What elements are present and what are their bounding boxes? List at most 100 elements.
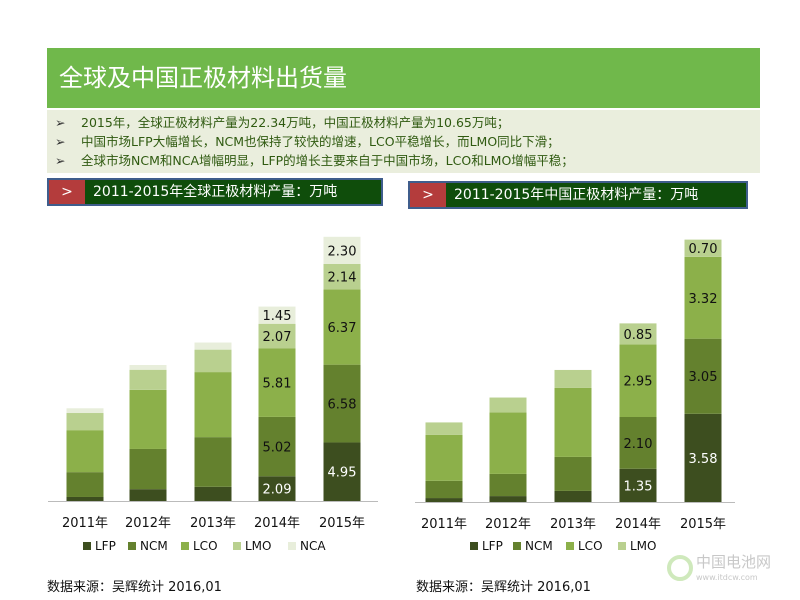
data-label: 2.07 xyxy=(263,330,292,345)
bar-lco-2015年 xyxy=(323,289,361,365)
x-tick-label: 2015年 xyxy=(680,517,726,532)
x-tick-label: 2011年 xyxy=(421,517,467,532)
x-tick-label: 2012年 xyxy=(485,517,531,532)
bar-lfp-2013年 xyxy=(194,486,232,501)
legend-swatch-ncm xyxy=(513,542,521,550)
bar-ncm-2013年 xyxy=(554,456,592,491)
bar-lfp-2013年 xyxy=(554,490,592,502)
global-chart-title: 2011-2015年全球正极材料产量：万吨 xyxy=(93,184,338,200)
data-label: 2.10 xyxy=(624,437,653,452)
bar-lco-2014年 xyxy=(258,348,296,417)
legend-swatch-lmo xyxy=(618,542,626,550)
bar-lco-2013年 xyxy=(554,387,592,457)
data-label: 1.45 xyxy=(263,309,292,324)
bar-lco-2014年 xyxy=(619,344,657,418)
bar-ncm-2012年 xyxy=(129,448,167,490)
data-label: 1.35 xyxy=(624,479,653,494)
bar-lmo-2014年 xyxy=(619,323,657,345)
bar-lmo-2013年 xyxy=(194,349,232,373)
arrow-bullet-icon: ➢ xyxy=(55,134,66,149)
bar-lmo-2011年 xyxy=(425,422,463,435)
summary-bullets: ➢ 2015年，全球正极材料产量为22.34万吨，中国正极材料产量为10.65万吨… xyxy=(47,110,760,173)
arrow-bullet-icon: ➢ xyxy=(55,153,66,168)
bar-lfp-2011年 xyxy=(66,496,104,501)
x-tick-label: 2011年 xyxy=(62,516,108,531)
bar-lfp-2014年 xyxy=(619,468,657,502)
bar-lco-2011年 xyxy=(425,434,463,481)
data-label: 6.37 xyxy=(328,321,357,336)
legend-swatch-lfp xyxy=(470,542,478,550)
bar-lmo-2012年 xyxy=(129,369,167,390)
bullet-item: ➢ 全球市场NCM和NCA增幅明显，LFP的增长主要来自于中国市场，LCO和LMO… xyxy=(55,151,760,170)
bar-lco-2012年 xyxy=(489,412,527,474)
bar-ncm-2015年 xyxy=(323,364,361,443)
data-label: 2.30 xyxy=(328,244,357,259)
legend-label-lmo: LMO xyxy=(245,539,271,553)
data-label: 3.05 xyxy=(689,370,718,385)
arrow-bullet-icon: ➢ xyxy=(55,115,66,130)
bullet-text: 中国市场LFP大幅增长，NCM也保持了较快的增速，LCO平稳增长，而LMO同比下… xyxy=(81,134,560,149)
legend-swatch-nca xyxy=(288,542,296,550)
bar-nca-2011年 xyxy=(66,408,104,414)
bar-lmo-2013年 xyxy=(554,369,592,388)
bar-lfp-2015年 xyxy=(684,413,722,502)
bar-ncm-2014年 xyxy=(258,416,296,477)
bar-lfp-2012年 xyxy=(489,496,527,502)
bullet-text: 全球市场NCM和NCA增幅明显，LFP的增长主要来自于中国市场，LCO和LMO增… xyxy=(81,153,574,168)
bullet-item: ➢ 中国市场LFP大幅增长，NCM也保持了较快的增速，LCO平稳增长，而LMO同比… xyxy=(55,132,760,151)
bullet-text: 2015年，全球正极材料产量为22.34万吨，中国正极材料产量为10.65万吨； xyxy=(81,115,510,130)
china-chart-title: 2011-2015年中国正极材料产量：万吨 xyxy=(454,187,699,203)
x-tick-label: 2014年 xyxy=(254,516,300,531)
bar-lco-2013年 xyxy=(194,372,232,438)
bar-lmo-2015年 xyxy=(323,264,361,290)
bar-nca-2012年 xyxy=(129,365,167,370)
chevron-right-icon: > xyxy=(410,183,446,207)
source-note-right: 数据来源：吴辉统计 2016,01 xyxy=(416,580,591,595)
watermark-text: 中国电池网 xyxy=(696,553,771,571)
bar-lmo-2015年 xyxy=(684,239,722,257)
legend-swatch-lmo xyxy=(233,542,241,550)
data-label: 5.02 xyxy=(263,441,292,456)
legend-label-lco: LCO xyxy=(578,539,603,553)
x-tick-label: 2015年 xyxy=(319,516,365,531)
china-chart-banner: >2011-2015年中国正极材料产量：万吨 xyxy=(408,181,748,209)
x-tick-label: 2013年 xyxy=(550,517,596,532)
bar-nca-2013年 xyxy=(194,342,232,350)
legend-label-lfp: LFP xyxy=(482,539,503,553)
bar-lfp-2014年 xyxy=(258,476,296,501)
chevron-right-icon: > xyxy=(49,180,85,204)
bar-lco-2012年 xyxy=(129,389,167,449)
data-label: 2.09 xyxy=(263,483,292,498)
watermark-url: www.itdcw.com xyxy=(696,573,758,582)
legend-label-lmo: LMO xyxy=(630,539,656,553)
data-label: 2.14 xyxy=(328,271,357,286)
bar-lmo-2014年 xyxy=(258,323,296,349)
legend-swatch-lfp xyxy=(83,542,91,550)
legend-swatch-ncm xyxy=(128,542,136,550)
bar-lmo-2012年 xyxy=(489,397,527,413)
bar-nca-2014年 xyxy=(258,306,296,324)
bar-lfp-2012年 xyxy=(129,489,167,501)
x-tick-label: 2013年 xyxy=(190,516,236,531)
bar-ncm-2011年 xyxy=(66,472,104,497)
bar-ncm-2013年 xyxy=(194,437,232,487)
bar-ncm-2012年 xyxy=(489,473,527,497)
bar-ncm-2015年 xyxy=(684,338,722,414)
legend-swatch-lco xyxy=(181,542,189,550)
x-tick-label: 2014年 xyxy=(615,517,661,532)
bar-lco-2011年 xyxy=(66,430,104,473)
x-tick-label: 2012年 xyxy=(125,516,171,531)
slide-title: 全球及中国正极材料出货量 xyxy=(47,48,760,108)
legend-label-lco: LCO xyxy=(193,539,218,553)
bar-lfp-2015年 xyxy=(323,442,361,501)
data-label: 0.85 xyxy=(624,328,653,343)
data-label: 2.95 xyxy=(624,375,653,390)
legend-label-ncm: NCM xyxy=(525,539,553,553)
data-label: 3.58 xyxy=(689,452,718,467)
source-note-left: 数据来源：吴辉统计 2016,01 xyxy=(47,580,222,595)
legend-swatch-lco xyxy=(566,542,574,550)
data-label: 3.32 xyxy=(689,292,718,307)
bullet-item: ➢ 2015年，全球正极材料产量为22.34万吨，中国正极材料产量为10.65万吨… xyxy=(55,113,760,132)
bar-lfp-2011年 xyxy=(425,498,463,502)
